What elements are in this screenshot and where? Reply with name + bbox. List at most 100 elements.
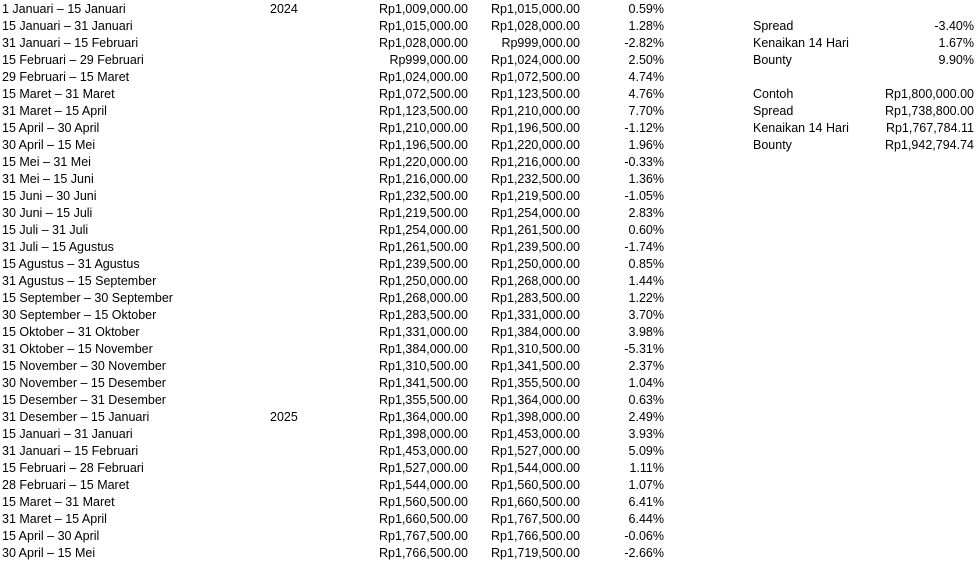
table-row[interactable]: 15 Januari – 31 Januari Rp1,398,000.00 Rp1…: [0, 426, 980, 443]
table-row[interactable]: 15 Februari – 29 Februari Rp999,000.00 Rp1…: [0, 52, 980, 69]
change-percent-cell: 0.85%: [628, 257, 664, 271]
end-price-cell: Rp1,310,500.00: [491, 342, 580, 356]
table-row[interactable]: 15 Februari – 28 Februari Rp1,527,000.00 R…: [0, 460, 980, 477]
start-price-cell: Rp1,453,000.00: [379, 444, 468, 458]
start-price-cell: Rp1,123,500.00: [379, 104, 468, 118]
table-row[interactable]: 28 Februari – 15 Maret Rp1,544,000.00 Rp1,…: [0, 477, 980, 494]
table-row[interactable]: 31 Maret – 15 April Rp1,123,500.00 Rp1,210…: [0, 103, 980, 120]
end-price-cell: Rp1,196,500.00: [491, 121, 580, 135]
example-row-contoh[interactable]: Contoh Rp1,800,000.00: [0, 86, 980, 103]
table-row[interactable]: 31 Januari – 15 Februari Rp1,453,000.00 Rp…: [0, 443, 980, 460]
table-row[interactable]: 31 Juli – 15 Agustus Rp1,261,500.00 Rp1,23…: [0, 239, 980, 256]
table-row[interactable]: 15 Januari – 31 Januari Rp1,015,000.00 Rp1…: [0, 18, 980, 35]
start-price-cell: Rp1,355,500.00: [379, 393, 468, 407]
change-percent-cell: 0.63%: [628, 393, 664, 407]
period-cell: 15 Maret – 31 Maret: [2, 87, 115, 101]
start-price-cell: Rp1,527,000.00: [379, 461, 468, 475]
start-price-cell: Rp1,767,500.00: [379, 529, 468, 543]
end-price-cell: Rp1,355,500.00: [491, 376, 580, 390]
end-price-cell: Rp1,072,500.00: [491, 70, 580, 84]
change-percent-cell: -5.31%: [624, 342, 664, 356]
table-row[interactable]: 15 Agustus – 31 Agustus Rp1,239,500.00 Rp1…: [0, 256, 980, 273]
table-row[interactable]: 15 November – 30 November Rp1,310,500.00 R…: [0, 358, 980, 375]
table-row[interactable]: 15 Maret – 31 Maret Rp1,560,500.00 Rp1,660…: [0, 494, 980, 511]
example-row-bounty[interactable]: Bounty Rp1,942,794.74: [0, 137, 980, 154]
period-cell: 15 Oktober – 31 Oktober: [2, 325, 140, 339]
change-percent-cell: 7.70%: [628, 104, 664, 118]
table-row[interactable]: 31 Mei – 15 Juni Rp1,216,000.00 Rp1,232,50…: [0, 171, 980, 188]
change-percent-cell: 3.93%: [628, 427, 664, 441]
period-cell: 15 Juli – 31 Juli: [2, 223, 89, 237]
table-row[interactable]: 15 September – 30 September Rp1,268,000.0…: [0, 290, 980, 307]
table-row[interactable]: 30 April – 15 Mei Rp1,766,500.00 Rp1,719,5…: [0, 545, 980, 562]
period-cell: 29 Februari – 15 Maret: [2, 70, 130, 84]
change-percent-cell: 1.11%: [629, 461, 664, 475]
example-row-spread[interactable]: Spread Rp1,738,800.00: [0, 103, 980, 120]
change-percent-cell: 3.70%: [628, 308, 664, 322]
end-price-cell: Rp1,254,000.00: [491, 206, 580, 220]
start-price-cell: Rp1,028,000.00: [379, 36, 468, 50]
change-percent-cell: 2.49%: [628, 410, 664, 424]
example-row-increase[interactable]: Kenaikan 14 Hari Rp1,767,784.11: [0, 120, 980, 137]
end-price-cell: Rp1,028,000.00: [491, 19, 580, 33]
table-row[interactable]: 30 September – 15 Oktober Rp1,283,500.00 R…: [0, 307, 980, 324]
start-price-cell: Rp999,000.00: [389, 53, 468, 67]
change-percent-cell: 6.41%: [628, 495, 664, 509]
example-value: Rp1,942,794.74: [885, 138, 974, 152]
table-row[interactable]: 15 Desember – 31 Desember Rp1,355,500.00 R…: [0, 392, 980, 409]
summary-value: -3.40%: [934, 19, 974, 33]
end-price-cell: Rp1,220,000.00: [491, 138, 580, 152]
start-price-cell: Rp1,024,000.00: [379, 70, 468, 84]
table-row[interactable]: 15 Juni – 30 Juni Rp1,232,500.00 Rp1,219,5…: [0, 188, 980, 205]
start-price-cell: Rp1,283,500.00: [379, 308, 468, 322]
start-price-cell: Rp1,072,500.00: [379, 87, 468, 101]
end-price-cell: Rp1,384,000.00: [491, 325, 580, 339]
table-row[interactable]: 15 Oktober – 31 Oktober Rp1,331,000.00 Rp1…: [0, 324, 980, 341]
start-price-cell: Rp1,015,000.00: [379, 19, 468, 33]
end-price-cell: Rp1,527,000.00: [491, 444, 580, 458]
table-row[interactable]: 1 Januari – 15 Januari 2024 Rp1,009,000.00…: [0, 1, 980, 18]
summary-row-spread[interactable]: Spread -3.40%: [0, 18, 980, 35]
table-row[interactable]: 31 Agustus – 15 September Rp1,250,000.00 R…: [0, 273, 980, 290]
start-price-cell: Rp1,250,000.00: [379, 274, 468, 288]
end-price-cell: Rp1,766,500.00: [491, 529, 580, 543]
table-row[interactable]: 15 Juli – 31 Juli Rp1,254,000.00 Rp1,261,5…: [0, 222, 980, 239]
period-cell: 31 Desember – 15 Januari: [2, 410, 150, 424]
end-price-cell: Rp1,364,000.00: [491, 393, 580, 407]
summary-value: 1.67%: [938, 36, 974, 50]
period-cell: 15 November – 30 November: [2, 359, 166, 373]
summary-row-bounty[interactable]: Bounty 9.90%: [0, 52, 980, 69]
table-row[interactable]: 31 Januari – 15 Februari Rp1,028,000.00 Rp…: [0, 35, 980, 52]
table-row[interactable]: 30 April – 15 Mei Rp1,196,500.00 Rp1,220,0…: [0, 137, 980, 154]
period-cell: 15 Mei – 31 Mei: [2, 155, 91, 169]
end-price-cell: Rp1,250,000.00: [491, 257, 580, 271]
example-label: Kenaikan 14 Hari: [753, 121, 849, 135]
table-row[interactable]: 15 Maret – 31 Maret Rp1,072,500.00 Rp1,123…: [0, 86, 980, 103]
table-row[interactable]: 31 Oktober – 15 November Rp1,384,000.00 Rp…: [0, 341, 980, 358]
table-row[interactable]: 29 Februari – 15 Maret Rp1,024,000.00 Rp1,…: [0, 69, 980, 86]
change-percent-cell: 0.60%: [628, 223, 664, 237]
table-row[interactable]: 30 Juni – 15 Juli Rp1,219,500.00 Rp1,254,0…: [0, 205, 980, 222]
end-price-cell: Rp1,219,500.00: [491, 189, 580, 203]
table-row[interactable]: 15 April – 30 April Rp1,767,500.00 Rp1,766…: [0, 528, 980, 545]
start-price-cell: Rp1,239,500.00: [379, 257, 468, 271]
period-cell: 31 Agustus – 15 September: [2, 274, 157, 288]
summary-row-increase[interactable]: Kenaikan 14 Hari 1.67%: [0, 35, 980, 52]
table-row[interactable]: 15 April – 30 April Rp1,210,000.00 Rp1,196…: [0, 120, 980, 137]
table-row[interactable]: 31 Desember – 15 Januari 2025 Rp1,364,000.…: [0, 409, 980, 426]
start-price-cell: Rp1,560,500.00: [379, 495, 468, 509]
start-price-cell: Rp1,384,000.00: [379, 342, 468, 356]
change-percent-cell: 1.44%: [628, 274, 664, 288]
period-cell: 15 Februari – 28 Februari: [2, 461, 144, 475]
change-percent-cell: 1.96%: [628, 138, 664, 152]
change-percent-cell: -0.33%: [624, 155, 664, 169]
start-price-cell: Rp1,261,500.00: [379, 240, 468, 254]
table-row[interactable]: 31 Maret – 15 April Rp1,660,500.00 Rp1,767…: [0, 511, 980, 528]
end-price-cell: Rp1,261,500.00: [491, 223, 580, 237]
table-row[interactable]: 15 Mei – 31 Mei Rp1,220,000.00 Rp1,216,000…: [0, 154, 980, 171]
table-row[interactable]: 30 November – 15 Desember Rp1,341,500.00 R…: [0, 375, 980, 392]
period-cell: 30 November – 15 Desember: [2, 376, 166, 390]
summary-value: 9.90%: [938, 53, 974, 67]
change-percent-cell: -1.05%: [624, 189, 664, 203]
